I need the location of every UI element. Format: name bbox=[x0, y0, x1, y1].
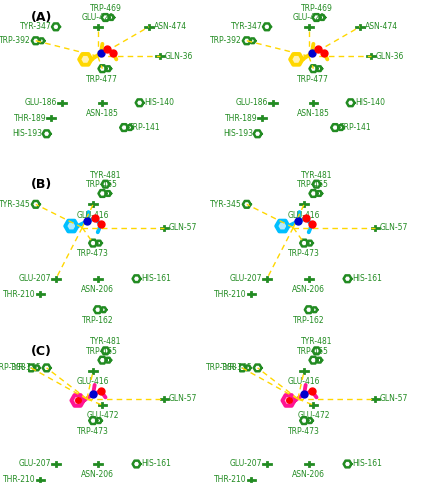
Text: TRP-162: TRP-162 bbox=[293, 316, 325, 325]
Text: ASN-206: ASN-206 bbox=[292, 285, 325, 294]
Text: ASN-185: ASN-185 bbox=[86, 109, 119, 118]
Text: GLU-416: GLU-416 bbox=[288, 377, 320, 386]
Text: THR-210: THR-210 bbox=[214, 290, 247, 298]
Text: GLN-57: GLN-57 bbox=[380, 394, 408, 404]
Text: HIS-193: HIS-193 bbox=[223, 130, 253, 138]
Text: ASN-474: ASN-474 bbox=[365, 22, 398, 32]
Text: GLU-207: GLU-207 bbox=[19, 274, 51, 283]
Text: TRP-392: TRP-392 bbox=[0, 36, 31, 46]
Text: TYR-347: TYR-347 bbox=[19, 22, 51, 32]
Text: TRP-465: TRP-465 bbox=[87, 180, 118, 189]
Text: TRP-469: TRP-469 bbox=[300, 4, 333, 13]
Text: HIS-140: HIS-140 bbox=[355, 98, 385, 108]
Text: TRP-473: TRP-473 bbox=[77, 427, 109, 436]
Text: GLU-207: GLU-207 bbox=[19, 460, 51, 468]
Text: TYR-481: TYR-481 bbox=[90, 337, 121, 346]
Text: TYR-481: TYR-481 bbox=[301, 337, 332, 346]
Text: TRP-141: TRP-141 bbox=[129, 123, 160, 132]
Text: GLU-420: GLU-420 bbox=[292, 13, 325, 22]
Text: TRP-392: TRP-392 bbox=[210, 36, 242, 46]
Text: ASN-206: ASN-206 bbox=[81, 285, 114, 294]
Text: GLN-36: GLN-36 bbox=[376, 52, 404, 61]
Text: GLU-472: GLU-472 bbox=[297, 412, 330, 420]
Text: THR-189: THR-189 bbox=[225, 114, 257, 123]
Text: TRP-477: TRP-477 bbox=[298, 75, 329, 84]
Text: THR-210: THR-210 bbox=[3, 475, 36, 484]
Text: THR-189: THR-189 bbox=[14, 114, 46, 123]
Polygon shape bbox=[282, 395, 295, 406]
Polygon shape bbox=[276, 220, 289, 232]
Text: TYR-345: TYR-345 bbox=[221, 364, 253, 372]
Text: TYR-347: TYR-347 bbox=[230, 22, 262, 32]
Text: GLN-57: GLN-57 bbox=[169, 394, 197, 404]
Text: GLU-186: GLU-186 bbox=[25, 98, 57, 108]
Text: TRP-388: TRP-388 bbox=[0, 364, 27, 372]
Text: GLU-186: GLU-186 bbox=[236, 98, 268, 108]
Text: GLU-207: GLU-207 bbox=[230, 460, 262, 468]
Text: HIS-161: HIS-161 bbox=[141, 460, 171, 468]
Polygon shape bbox=[290, 54, 303, 64]
Text: TYR-481: TYR-481 bbox=[90, 170, 121, 179]
Text: HIS-161: HIS-161 bbox=[352, 460, 382, 468]
Text: TRP-469: TRP-469 bbox=[89, 4, 122, 13]
Text: HIS-161: HIS-161 bbox=[352, 274, 382, 283]
Text: ASN-185: ASN-185 bbox=[297, 109, 330, 118]
Text: (A): (A) bbox=[31, 12, 52, 24]
Text: GLU-416: GLU-416 bbox=[77, 377, 109, 386]
Text: TRP-388: TRP-388 bbox=[206, 364, 238, 372]
Text: TRP-473: TRP-473 bbox=[77, 250, 109, 258]
Text: ASN-206: ASN-206 bbox=[81, 470, 114, 479]
Text: GLU-207: GLU-207 bbox=[230, 274, 262, 283]
Text: (C): (C) bbox=[31, 344, 52, 358]
Polygon shape bbox=[65, 220, 78, 232]
Text: TRP-473: TRP-473 bbox=[288, 250, 320, 258]
Text: HIS-161: HIS-161 bbox=[141, 274, 171, 283]
Text: GLN-57: GLN-57 bbox=[380, 223, 408, 232]
Text: (B): (B) bbox=[31, 178, 52, 191]
Text: TRP-465: TRP-465 bbox=[298, 180, 329, 189]
Polygon shape bbox=[79, 54, 92, 64]
Text: TYR-481: TYR-481 bbox=[301, 170, 332, 179]
Text: GLU-416: GLU-416 bbox=[77, 210, 109, 220]
Text: GLN-57: GLN-57 bbox=[169, 223, 197, 232]
Text: TRP-473: TRP-473 bbox=[288, 427, 320, 436]
Text: HIS-193: HIS-193 bbox=[12, 130, 42, 138]
Text: TRP-141: TRP-141 bbox=[340, 123, 371, 132]
Text: ASN-206: ASN-206 bbox=[292, 470, 325, 479]
Text: GLU-420: GLU-420 bbox=[81, 13, 114, 22]
Text: TRP-477: TRP-477 bbox=[87, 75, 118, 84]
Text: THR-210: THR-210 bbox=[3, 290, 36, 298]
Text: GLN-36: GLN-36 bbox=[165, 52, 193, 61]
Text: TYR-345: TYR-345 bbox=[10, 364, 42, 372]
Polygon shape bbox=[71, 395, 84, 406]
Text: HIS-140: HIS-140 bbox=[144, 98, 174, 108]
Text: GLU-472: GLU-472 bbox=[86, 412, 119, 420]
Text: THR-210: THR-210 bbox=[214, 475, 247, 484]
Text: GLU-416: GLU-416 bbox=[288, 210, 320, 220]
Text: TYR-345: TYR-345 bbox=[210, 200, 242, 209]
Text: ASN-474: ASN-474 bbox=[154, 22, 187, 32]
Text: TRP-465: TRP-465 bbox=[87, 346, 118, 356]
Text: TRP-465: TRP-465 bbox=[298, 346, 329, 356]
Text: TRP-162: TRP-162 bbox=[82, 316, 114, 325]
Text: TYR-345: TYR-345 bbox=[0, 200, 31, 209]
